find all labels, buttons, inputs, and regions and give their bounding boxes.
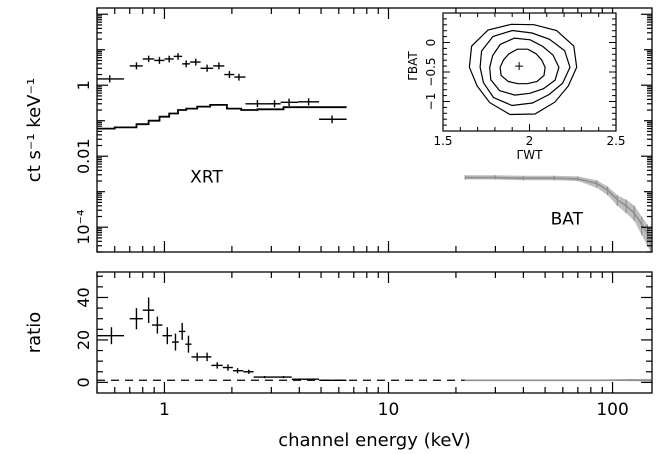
xrt-data-point xyxy=(268,100,281,108)
contour-inset: 1.5 2 2.5 0 −0.5 −1 ΓWT ΓBAT xyxy=(406,12,626,162)
spectrum-series xyxy=(97,53,652,252)
xrt-data-point xyxy=(213,62,225,70)
ratio-panel: 0 20 40 1 10 100 ratio channel energy (keV) xyxy=(24,271,653,451)
ratio-data-point xyxy=(319,379,347,381)
ratio-y-axis-label: ratio xyxy=(24,312,45,354)
xrt-data-point xyxy=(189,58,201,66)
ratio-y-tick-label: 20 xyxy=(74,330,93,350)
xrt-annotation: XRT xyxy=(190,168,223,188)
ratio-plot-frame xyxy=(96,271,653,394)
xrt-data-point xyxy=(200,64,214,72)
xrt-data-point xyxy=(298,98,320,106)
spectrum-panel: 1 0.01 10⁻⁴ ct s⁻¹ keV⁻¹ XRT BAT xyxy=(24,7,653,253)
contour-x-axis-label: ΓWT xyxy=(517,148,544,162)
ratio-data-point xyxy=(129,308,143,330)
xrt-data-point xyxy=(154,56,165,64)
xrt-data-point xyxy=(224,71,235,78)
ratio-data-point xyxy=(97,327,125,345)
spectrum-y-tick-label: 1 xyxy=(74,80,93,90)
bat-annotation: BAT xyxy=(551,209,584,229)
xrt-data-point xyxy=(129,62,143,70)
confidence-contour xyxy=(468,23,578,116)
xrt-data-point xyxy=(173,53,183,60)
ratio-data-point xyxy=(211,362,223,369)
contour-inset-background xyxy=(443,13,616,131)
ratio-data-point xyxy=(152,316,163,334)
contour-x-tick-label: 2.5 xyxy=(606,134,625,148)
xrt-data-point xyxy=(164,55,174,63)
ratio-y-tick-label: 0 xyxy=(74,377,93,387)
xrt-data-point xyxy=(142,55,155,63)
ratio-data-point xyxy=(178,322,186,340)
confidence-contours xyxy=(468,23,578,116)
contour-inset-axes: 1.5 2 2.5 0 −0.5 −1 xyxy=(424,12,626,148)
contour-y-tick-label: 0 xyxy=(424,39,438,47)
contour-x-tick-label: 2 xyxy=(526,134,534,148)
x-tick-label: 100 xyxy=(596,400,628,420)
x-tick-label: 1 xyxy=(159,400,170,420)
ratio-data-point xyxy=(171,333,179,351)
xrt-data-point xyxy=(234,73,246,81)
contour-y-tick-label: −0.5 xyxy=(424,57,438,86)
xrt-data-point xyxy=(245,100,269,108)
contour-y-axis-label: ΓBAT xyxy=(406,51,420,81)
spectrum-axes: 1 0.01 10⁻⁴ xyxy=(74,8,652,253)
contour-x-tick-label: 1.5 xyxy=(433,134,452,148)
ratio-y-tick-label: 40 xyxy=(74,287,93,307)
spectrum-plot-frame xyxy=(96,7,653,253)
x-tick-label: 10 xyxy=(378,400,400,420)
ratio-series xyxy=(97,297,652,382)
ratio-data-point xyxy=(202,352,212,362)
confidence-contour xyxy=(479,29,571,107)
xrt-data-point xyxy=(182,60,190,68)
ratio-axes: 0 20 40 1 10 100 xyxy=(74,272,652,420)
ratio-data-point xyxy=(253,376,275,379)
ratio-data-point xyxy=(243,369,254,374)
xrt-data-point xyxy=(97,75,125,83)
ratio-data-point xyxy=(232,368,244,374)
ratio-data-point xyxy=(274,376,292,379)
spectrum-y-axis-label: ct s⁻¹ keV⁻¹ xyxy=(24,78,45,182)
spectrum-y-tick-label: 10⁻⁴ xyxy=(74,210,93,245)
ratio-data-point xyxy=(142,297,155,323)
contour-y-tick-label: −1 xyxy=(424,93,438,111)
ratio-data-point xyxy=(222,364,233,371)
ratio-data-point xyxy=(191,352,203,362)
xrt-model-step-line xyxy=(97,104,347,130)
confidence-contour xyxy=(499,48,546,85)
xrt-data-point xyxy=(319,115,347,124)
x-axis-label: channel energy (keV) xyxy=(278,430,471,451)
ratio-data-point xyxy=(185,335,192,353)
spectrum-y-tick-label: 0.01 xyxy=(74,138,93,174)
ratio-data-point xyxy=(162,327,172,345)
confidence-contour xyxy=(489,37,560,96)
ratio-data-point xyxy=(291,378,320,380)
xrt-data-point xyxy=(280,98,299,106)
